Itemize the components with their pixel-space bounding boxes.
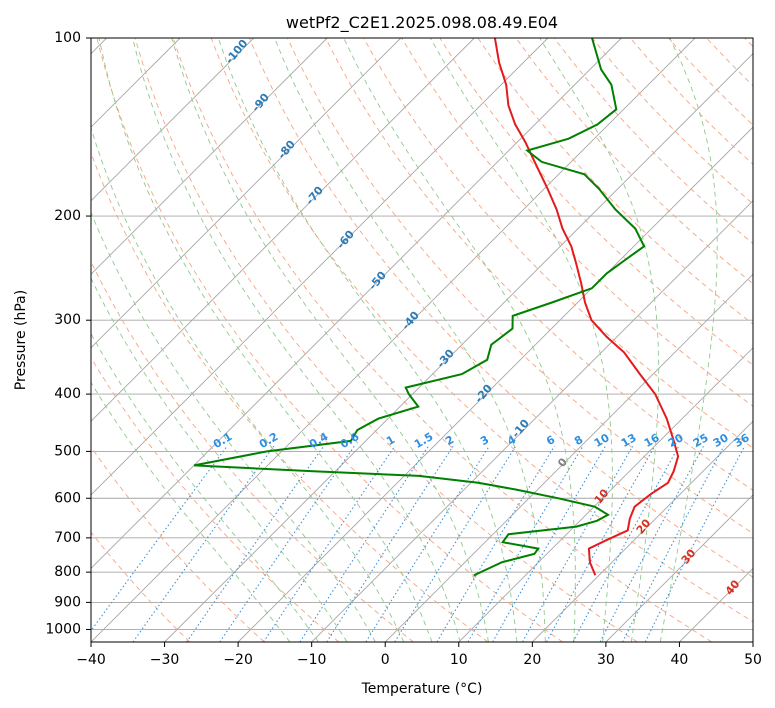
isotherm-line	[164, 52, 753, 642]
mixing-ratio-line	[394, 445, 517, 642]
isotherm-line	[91, 38, 328, 275]
x-tick-label: −20	[223, 652, 253, 668]
y-tick-label: 400	[54, 386, 81, 402]
dry-adiabat-line	[91, 151, 489, 642]
x-tick-label: −40	[76, 652, 106, 668]
moist-adiabat-line	[539, 38, 660, 642]
y-tick-label: 900	[54, 594, 81, 610]
dry-adiabat-line	[286, 38, 753, 535]
mixing-ratio-line	[326, 445, 454, 642]
mixing-ratio-line	[546, 445, 656, 642]
moist-adiabat-line	[91, 381, 291, 642]
dry-adiabat-line	[515, 38, 753, 285]
moist-adiabat-line	[429, 38, 613, 642]
dry-adiabat-line	[91, 531, 191, 642]
dry-adiabat-line	[401, 38, 753, 407]
dewpoint-line	[193, 38, 646, 577]
moist-adiabat-line	[98, 38, 433, 642]
dry-adiabat-line	[91, 445, 265, 642]
isotherm-line	[91, 38, 475, 422]
x-tick-label: −10	[297, 652, 327, 668]
y-tick-label: 1000	[45, 621, 81, 637]
dry-adiabat-line	[91, 356, 340, 642]
mixing-ratio-line	[644, 445, 745, 642]
dry-adiabat-line	[439, 38, 753, 366]
mixing-ratio-line	[622, 445, 725, 642]
dry-adiabat-line	[248, 38, 753, 578]
mixing-ratio-line	[436, 445, 555, 642]
y-axis-label: Pressure (hPa)	[13, 290, 29, 390]
moist-adiabat-line	[132, 38, 461, 642]
moist-adiabat-line	[343, 38, 576, 642]
x-axis-label: Temperature (°C)	[361, 681, 483, 697]
plot-area	[91, 38, 753, 642]
x-tick-label: 40	[671, 652, 689, 668]
moist-adiabat-line	[91, 277, 348, 642]
moist-adiabat-line	[274, 38, 546, 642]
isotherm-line	[605, 494, 753, 642]
isotherm-line	[752, 641, 753, 642]
mixing-ratio-line	[186, 445, 325, 642]
moist-adiabat-line	[91, 211, 376, 642]
y-tick-label: 500	[54, 443, 81, 459]
plot-frame	[90, 37, 754, 643]
moist-adiabat-line	[659, 38, 718, 642]
y-tick-label: 700	[54, 530, 81, 546]
y-tick-label: 600	[54, 490, 81, 506]
mixing-ratio-line	[522, 445, 634, 642]
moist-adiabat-line	[91, 126, 405, 642]
isotherm-line	[91, 38, 402, 349]
dry-adiabat-line	[134, 38, 638, 642]
x-tick-label: 20	[523, 652, 541, 668]
y-tick-label: 800	[54, 564, 81, 580]
x-tick-label: −30	[150, 652, 180, 668]
y-axis-ticks: 100 200 300 400 500 600 700 800 900 1000	[45, 30, 91, 637]
isotherm-line	[458, 347, 753, 642]
mixing-ratio-line	[263, 445, 396, 642]
isotherm-line	[91, 38, 696, 642]
sounding-series	[193, 38, 680, 577]
x-tick-label: 0	[381, 652, 390, 668]
x-tick-label: 30	[597, 652, 615, 668]
moist-adiabat-line	[171, 38, 489, 642]
x-tick-label: 50	[744, 652, 762, 668]
y-tick-label: 100	[54, 30, 81, 46]
isotherm-line	[91, 38, 549, 496]
background-lines	[91, 38, 753, 642]
dry-adiabat-line	[172, 38, 713, 642]
mixing-ratio-line	[365, 445, 490, 642]
isotherm-line	[384, 273, 753, 642]
mixing-ratio-line	[132, 445, 275, 642]
isotherm-line	[237, 126, 753, 642]
isotherm-line	[531, 420, 753, 642]
y-tick-label: 200	[54, 208, 81, 224]
mixing-ratio-line	[299, 445, 429, 642]
x-axis-ticks: −40 −30 −20 −10 0 10 20 30 40 50	[76, 642, 762, 668]
y-tick-label: 300	[54, 312, 81, 328]
x-tick-label: 10	[450, 652, 468, 668]
mixing-ratio-line	[219, 445, 355, 642]
dry-adiabat-line	[91, 260, 414, 642]
isotherm-line	[91, 38, 255, 202]
temperature-line	[493, 38, 680, 576]
dry-adiabat-line	[210, 38, 753, 623]
dry-adiabat-line	[96, 38, 563, 642]
isotherm-line	[91, 38, 622, 570]
chart-title: wetPf2_C2E1.2025.098.08.49.E04	[286, 13, 558, 33]
